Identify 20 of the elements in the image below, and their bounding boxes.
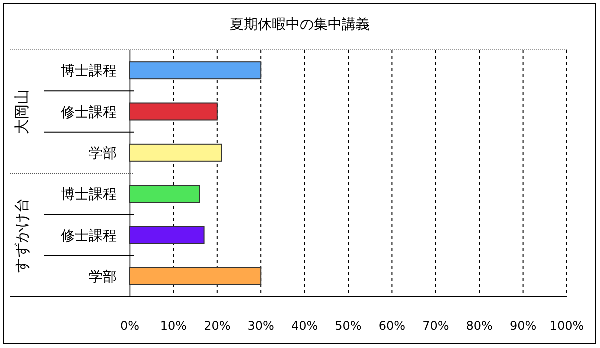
xtick: 40% <box>291 319 318 333</box>
category: 博士課程 <box>61 64 117 80</box>
group-label: すずかけ台 <box>13 198 31 273</box>
xtick: 0% <box>120 319 140 333</box>
xtick: 70% <box>422 319 450 333</box>
category: 学部 <box>89 269 117 286</box>
category: 修士課程 <box>61 228 117 244</box>
xtick: 60% <box>378 319 406 333</box>
xtick: 90% <box>510 319 537 333</box>
xtick: 50% <box>335 319 362 333</box>
xtick: 100% <box>550 319 584 333</box>
category: 学部 <box>89 146 117 162</box>
xtick: 30% <box>248 319 274 333</box>
category: 修士課程 <box>61 104 117 121</box>
category: 博士課程 <box>61 187 117 204</box>
xtick: 80% <box>466 319 493 333</box>
xtick: 20% <box>204 319 231 333</box>
title: 夏期休暇中の集中講義 <box>230 17 370 33</box>
xtick: 10% <box>160 319 188 333</box>
group-label: 大岡山 <box>13 89 31 134</box>
